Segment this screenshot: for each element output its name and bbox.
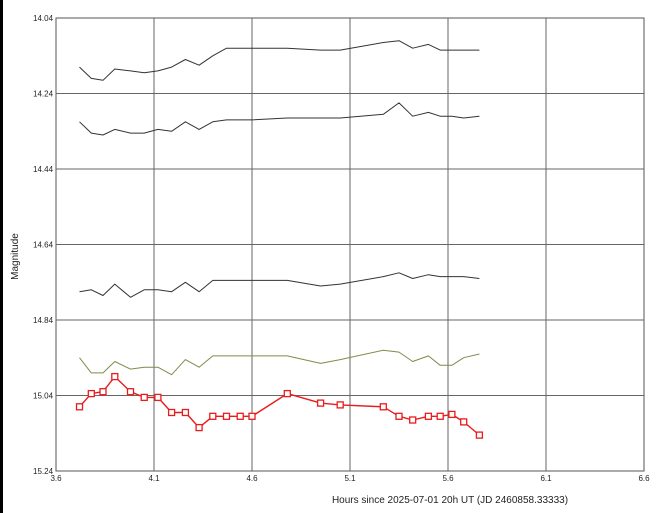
x-tick-label: 4.1	[148, 474, 160, 483]
data-point	[111, 372, 119, 381]
series-line	[79, 102, 480, 136]
data-point	[126, 388, 135, 396]
data-point	[248, 412, 256, 420]
data-point	[379, 403, 387, 411]
data-point	[424, 412, 433, 420]
y-tick-label: 14.84	[33, 316, 54, 325]
data-point	[395, 412, 403, 420]
x-tick-label: 5.6	[442, 474, 454, 483]
x-tick-label: 6.6	[638, 474, 650, 483]
data-point	[167, 408, 176, 417]
data-point	[75, 403, 84, 411]
data-point	[475, 431, 484, 439]
data-point	[316, 399, 325, 407]
series-line	[78, 375, 480, 436]
x-tick-label: 4.6	[246, 474, 258, 483]
data-point	[195, 423, 203, 432]
data-point	[436, 412, 444, 420]
y-tick-label: 14.44	[33, 165, 54, 174]
x-tick-label: 6.1	[540, 474, 552, 483]
data-point	[336, 401, 344, 409]
series-1	[79, 40, 480, 81]
series-line	[79, 349, 480, 376]
data-point	[154, 393, 162, 402]
y-tick-label: 15.24	[33, 467, 54, 476]
series-line	[79, 40, 480, 81]
y-tick-labels: 14.04 14.24 14.44 14.64 14.84 15.04 15.24	[33, 14, 54, 476]
series-5	[75, 372, 484, 439]
data-point	[448, 410, 456, 419]
data-point	[283, 389, 291, 398]
data-point	[181, 408, 190, 417]
x-tick-labels: 3.6 4.1 4.6 5.1 5.6 6.1 6.6	[50, 474, 650, 483]
data-point	[140, 393, 148, 402]
data-point	[222, 412, 231, 420]
window-left-border	[0, 0, 3, 513]
data-point	[209, 412, 217, 420]
series-2	[79, 102, 480, 136]
series-4	[79, 349, 480, 376]
data-point	[236, 412, 244, 420]
y-tick-label: 14.24	[33, 90, 54, 99]
y-tick-label: 14.64	[33, 241, 54, 250]
y-axis-label: Magnitude	[10, 233, 21, 280]
x-axis-label: Hours since 2025-07-01 20h UT (JD 246085…	[332, 495, 568, 506]
series-3	[79, 272, 480, 298]
data-point	[460, 418, 468, 426]
y-tick-label: 15.04	[33, 392, 54, 401]
data-series	[75, 40, 484, 439]
data-point	[99, 388, 107, 396]
y-tick-label: 14.04	[33, 14, 54, 23]
data-point	[409, 416, 417, 424]
x-tick-label: 5.1	[344, 474, 356, 483]
x-tick-label: 3.6	[50, 474, 62, 483]
series-line	[79, 272, 480, 298]
data-point	[87, 389, 95, 398]
grid-lines	[55, 17, 645, 472]
